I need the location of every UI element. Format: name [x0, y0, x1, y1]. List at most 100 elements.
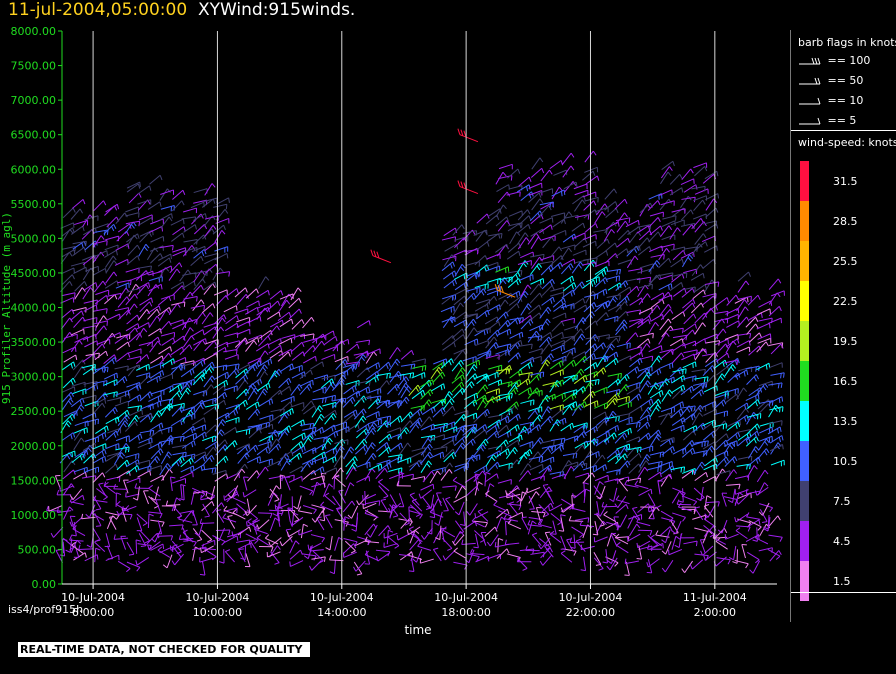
wind-barb — [291, 512, 299, 527]
wind-barb — [585, 334, 599, 346]
wind-barb — [646, 558, 660, 568]
wind-barb — [420, 416, 433, 428]
wind-barb — [582, 311, 595, 323]
wind-barb — [528, 495, 535, 510]
wind-barb — [148, 511, 163, 519]
wind-barb — [527, 520, 542, 527]
wind-barb — [615, 280, 629, 291]
wind-barb — [754, 486, 769, 496]
wind-barb — [180, 484, 186, 499]
wind-barb — [213, 391, 228, 402]
wind-barb — [605, 357, 619, 368]
wind-barb — [193, 312, 206, 324]
wind-barb — [61, 386, 76, 393]
wind-barb — [302, 447, 317, 455]
wind-barb — [93, 448, 107, 459]
wind-barb — [274, 503, 289, 511]
wind-barb — [149, 174, 163, 185]
wind-barb — [432, 407, 446, 418]
barb-legend-title: barb flags in knots — [798, 36, 896, 49]
wind-barb — [98, 482, 107, 497]
wind-barb — [364, 550, 379, 561]
wind-barb — [658, 283, 673, 291]
wind-barb — [593, 367, 607, 378]
wind-barb — [571, 526, 584, 538]
wind-barb — [725, 338, 740, 348]
wind-barb — [355, 539, 370, 547]
y-tick-label: 7500.00 — [11, 60, 57, 73]
wind-barb — [214, 246, 229, 253]
wind-barb — [398, 493, 405, 508]
wind-barb — [462, 426, 476, 436]
wind-barb — [593, 536, 608, 543]
wind-barb — [769, 550, 782, 562]
wind-barb — [560, 275, 575, 285]
wind-barb — [647, 534, 659, 548]
wind-barb — [60, 222, 75, 229]
wind-barb — [179, 269, 192, 282]
wind-barb — [280, 408, 294, 417]
wind-barb — [105, 235, 120, 242]
wind-barb — [375, 552, 390, 562]
wind-barb — [146, 336, 161, 347]
wind-barb — [736, 316, 750, 328]
wind-barb — [159, 188, 171, 201]
wind-barb — [354, 415, 367, 428]
wind-barb — [335, 359, 349, 371]
wind-barb — [681, 254, 694, 268]
wind-barb — [595, 312, 609, 323]
wind-barb — [162, 554, 173, 569]
wind-barb — [406, 526, 421, 536]
wind-barb — [736, 299, 748, 312]
wind-barb — [471, 517, 485, 528]
wind-barb — [313, 413, 325, 427]
wind-barb — [540, 502, 554, 514]
wind-barb — [592, 342, 607, 353]
wind-barb — [716, 557, 731, 565]
wind-barb — [475, 241, 490, 251]
wind-barb — [240, 545, 247, 561]
wind-barb — [541, 278, 555, 290]
wind-barb — [224, 322, 239, 332]
wind-barb — [704, 504, 716, 518]
wind-barb — [466, 503, 478, 516]
wind-barb — [139, 429, 155, 436]
wind-barb — [518, 215, 532, 226]
wind-barb — [671, 520, 682, 535]
wind-barb — [694, 165, 708, 177]
wind-barb — [71, 225, 85, 235]
wind-barb — [420, 483, 435, 491]
wind-barb — [324, 492, 336, 506]
wind-barb — [137, 185, 152, 195]
speed-color-label: 16.5 — [833, 375, 858, 388]
wind-barb — [375, 399, 391, 407]
wind-barb — [365, 500, 381, 506]
wind-barb — [106, 545, 114, 560]
wind-barb — [268, 344, 283, 354]
wind-barb — [192, 511, 198, 526]
wind-barb — [661, 541, 672, 555]
wind-barb — [301, 435, 314, 448]
wind-barb — [561, 460, 573, 473]
wind-barb — [529, 292, 543, 304]
wind-barb — [365, 351, 378, 364]
wind-barb — [150, 474, 165, 483]
wind-barb — [636, 517, 651, 527]
wind-barb — [441, 391, 453, 404]
wind-barb — [723, 359, 738, 365]
wind-barb — [659, 318, 672, 331]
wind-barb — [584, 223, 598, 233]
wind-barb — [159, 373, 174, 380]
wind-barb — [298, 529, 313, 536]
wind-barb — [168, 383, 183, 393]
wind-barb — [212, 399, 227, 409]
wind-barb — [364, 468, 376, 481]
wind-barb — [244, 364, 258, 375]
wind-barb — [158, 438, 174, 446]
wind-barb — [658, 461, 673, 468]
wind-barb — [171, 405, 185, 417]
wind-barb — [74, 287, 86, 300]
wind-barb — [408, 550, 423, 560]
wind-barb — [571, 297, 586, 307]
wind-barb — [441, 236, 457, 242]
